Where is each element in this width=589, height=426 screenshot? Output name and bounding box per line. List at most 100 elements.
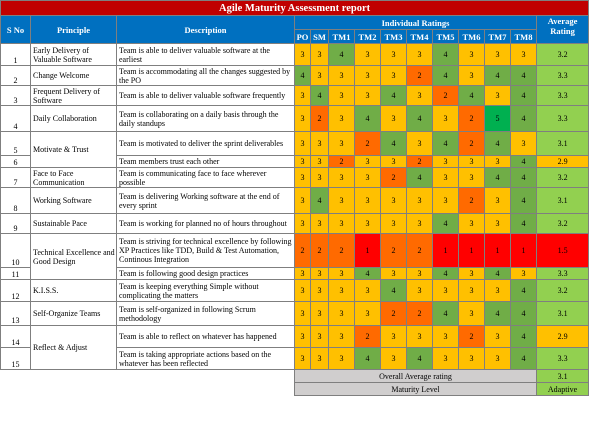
rating-cell: 3 [406,85,433,106]
rating-cell: 4 [310,187,329,214]
rating-cell: 3 [310,325,329,348]
rating-cell: 4 [510,279,537,302]
rating-cell: 3 [432,279,459,302]
principle-cell: Reflect & Adjust [30,325,117,370]
rating-cell: 3 [328,187,355,214]
rating-cell: 3 [380,347,407,370]
member-header-tm2: TM2 [354,29,381,44]
rating-cell: 2 [458,187,485,214]
principle-cell: Motivate & Trust [30,131,117,168]
table-row: 11 Team is following good design practice… [0,267,589,280]
member-header-tm3: TM3 [380,29,407,44]
member-header-tm4: TM4 [406,29,433,44]
principle-cell: Daily Collaboration [30,105,117,132]
row-number: 14 [0,325,31,348]
rating-cell: 3 [432,347,459,370]
rating-cell: 3 [458,301,485,326]
row-number: 4 [0,105,31,132]
principle-cell: Self-Organize Teams [30,301,117,326]
rating-cell: 3 [294,347,311,370]
rating-cell: 3 [310,43,329,66]
member-header-tm8: TM8 [510,29,537,44]
rating-cell: 2 [354,325,381,348]
rating-cell: 3 [328,347,355,370]
rating-cell: 4 [310,85,329,106]
rating-cell: 3 [294,155,311,168]
rating-cell: 3 [406,213,433,234]
principle-cell: Early Delivery of Valuable Software [30,43,117,66]
description-cell: Team is working for planned no of hours … [116,213,295,234]
rating-cell: 1 [432,233,459,268]
rating-cell: 3 [458,267,485,280]
rating-cell: 3 [406,43,433,66]
table-row: 1 Early Delivery of Valuable Software Team… [0,43,589,66]
table-row: 3 Frequent Delivery of Software Team is ab… [0,85,589,106]
rating-cell: 2 [458,131,485,156]
rating-cell: 4 [484,65,511,86]
average-cell: 3.2 [535,167,589,188]
table-body: Agile Maturity Assessment report S No Pr… [0,0,589,396]
rating-cell: 3 [354,213,381,234]
rating-cell: 4 [380,131,407,156]
rating-cell: 4 [510,167,537,188]
rating-cell: 4 [510,325,537,348]
table-row: 13 Self-Organize Teams Team is self-organi… [0,301,589,326]
average-cell: 2.9 [535,325,589,348]
average-cell: 3.2 [535,43,589,66]
blank-cell [1,383,295,396]
principle-header: Principle [30,15,117,44]
rating-cell: 3 [484,325,511,348]
rating-cell: 2 [432,85,459,106]
average-cell: 3.3 [535,267,589,280]
member-header-tm6: TM6 [458,29,485,44]
report-title: Agile Maturity Assessment report [0,0,589,16]
row-number: 13 [0,301,31,326]
average-cell: 3.3 [535,105,589,132]
rating-cell: 3 [294,187,311,214]
rating-cell: 4 [510,105,537,132]
rating-cell: 2 [310,105,329,132]
average-rating-header: Average Rating [535,15,589,44]
rating-cell: 3 [510,43,537,66]
rating-cell: 4 [406,347,433,370]
rating-cell: 4 [380,85,407,106]
rating-cell: 3 [406,325,433,348]
rating-cell: 3 [380,105,407,132]
rating-cell: 3 [354,85,381,106]
rating-cell: 2 [328,233,355,268]
rating-cell: 3 [510,267,537,280]
rating-cell: 4 [510,155,537,168]
rating-cell: 2 [458,325,485,348]
row-number: 2 [0,65,31,86]
member-header-tm5: TM5 [432,29,459,44]
row-number: 3 [0,85,31,106]
rating-cell: 4 [510,213,537,234]
rating-cell: 3 [484,43,511,66]
rating-cell: 3 [310,267,329,280]
rating-cell: 3 [354,155,381,168]
rating-cell: 3 [406,187,433,214]
rating-cell: 3 [328,325,355,348]
sno-header: S No [0,15,31,44]
overall-average-value: 3.1 [535,369,589,383]
description-cell: Team members trust each other [116,155,295,168]
average-cell: 3.3 [535,65,589,86]
rating-cell: 3 [380,213,407,234]
member-header-sm: SM [310,29,329,44]
rating-cell: 1 [458,233,485,268]
rating-cell: 2 [406,65,433,86]
rating-cell: 3 [432,167,459,188]
rating-cell: 3 [328,279,355,302]
description-cell: Team is motivated to deliver the sprint … [116,131,295,156]
rating-cell: 3 [458,167,485,188]
rating-cell: 3 [328,65,355,86]
principle-cell: Working Software [30,187,117,214]
rating-cell: 4 [510,187,537,214]
description-cell: Team is delivering Working software at t… [116,187,295,214]
rating-cell: 4 [484,131,511,156]
table-row: 14 Reflect & Adjust Team is able to reflec… [0,325,589,370]
table-row: 8 Working Software Team is delivering Work… [0,187,589,214]
member-header-tm7: TM7 [484,29,511,44]
rating-cell: 4 [484,267,511,280]
